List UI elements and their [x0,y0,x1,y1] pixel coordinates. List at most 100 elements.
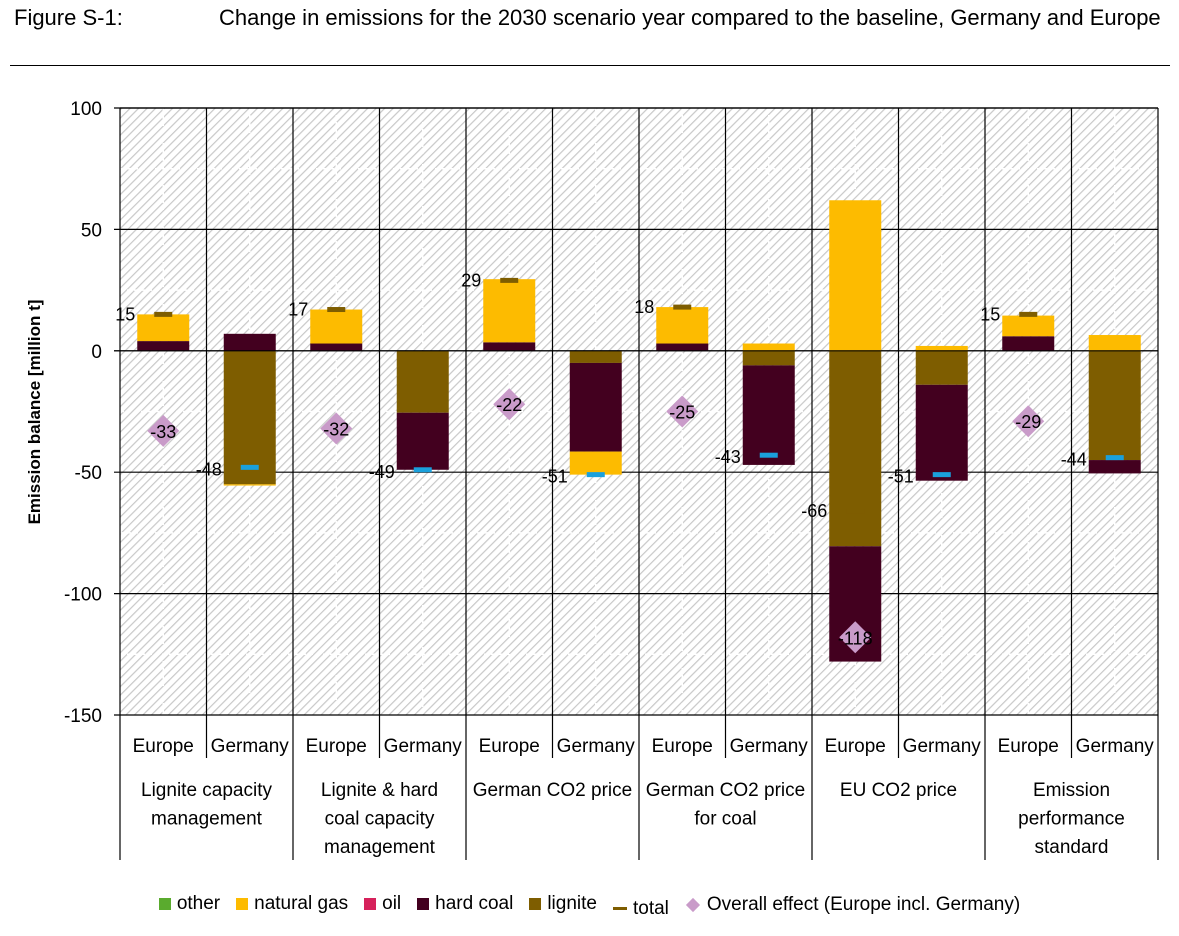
overall-effect-diamond [320,412,353,445]
x-category-label: Germany [1076,736,1155,757]
overall-effect-diamond [147,414,180,447]
bar-segment-natural-gas [310,309,363,344]
group-label: management [151,809,263,830]
legend-label: Overall effect (Europe incl. Germany) [706,894,1021,915]
y-tick-label: 50 [81,220,102,241]
x-category-label: Europe [652,736,713,757]
overall-effect-diamond [493,388,526,421]
bar-segment-natural-gas [1088,335,1141,351]
legend-diamond-icon [685,897,700,913]
legend-swatch [364,898,377,910]
overall-effect-label: -29 [1015,412,1041,432]
y-tick-label: -100 [64,585,102,606]
overall-effect-label: -33 [150,422,176,442]
bar-segment-hard-coal [742,365,795,465]
legend-item: oil [364,893,401,915]
overall-effect-label: -25 [669,403,695,423]
x-category-label: Europe [825,736,886,757]
total-label: -48 [196,459,222,479]
overall-effect-label: -32 [323,419,349,439]
overall-effect-diamond [1012,405,1045,438]
x-category-label: Germany [384,736,463,757]
overall-effect-diamond [839,621,872,654]
x-category-label: Europe [998,736,1059,757]
total-marker [932,472,951,478]
overall-effect-label: -118 [838,628,873,648]
figure-label: Figure S-1: [14,5,123,30]
total-label: -49 [369,462,395,482]
bar-segment-natural-gas [223,484,276,486]
x-category-label: Europe [133,736,194,757]
legend-label: other [176,893,221,914]
y-tick-label: -50 [75,463,102,484]
overall-effect-label: -22 [496,395,522,415]
total-label: 29 [461,270,481,290]
x-category-label: Europe [479,736,540,757]
bar-segment-hard-coal [656,343,709,351]
total-label: -66 [801,501,827,521]
bar-segment-lignite [1088,350,1141,461]
bar-segment-lignite [915,350,968,385]
legend-label: hard coal [435,893,514,914]
y-tick-label: -150 [64,706,102,727]
legend-item: hard coal [417,893,513,915]
total-marker [413,467,432,473]
total-marker [154,311,173,317]
bar-segment-natural-gas [915,345,968,351]
total-label: 15 [115,304,135,324]
total-marker [500,277,519,283]
group-label: German CO2 price [473,780,632,801]
total-marker [240,464,259,470]
bar-segment-hard-coal [310,343,363,351]
x-category-label: Germany [557,736,636,757]
group-label: EU CO2 price [840,780,957,801]
bar-segment-lignite [829,350,882,547]
y-axis-label: Emission balance [million t] [25,300,44,525]
legend-label: lignite [547,893,597,914]
x-category-label: Germany [730,736,809,757]
legend-label: natural gas [254,893,349,914]
bar-segment-hard-coal [569,362,622,452]
legend-label: oil [382,893,402,914]
legend-label: total [632,897,669,919]
bar-segment-natural-gas [1002,315,1055,337]
legend-swatch [529,898,542,910]
group-label: performance [1018,809,1125,830]
legend-item: natural gas [236,893,348,915]
total-marker [846,508,865,514]
bar-segment-hard-coal [223,333,276,351]
group-label: German CO2 price [646,780,805,801]
y-tick-label: 0 [91,342,102,363]
legend-item: other [158,893,221,915]
total-marker [327,307,346,313]
x-category-label: Germany [211,736,290,757]
legend-swatch [158,898,171,910]
total-label: -44 [1061,450,1087,470]
total-marker [1105,455,1124,461]
bar-segment-hard-coal [1002,336,1055,351]
x-category-label: Europe [306,736,367,757]
emissions-chart: 100 50 0 -50 -100 -150 15 -48 17 -49 29 -51 18 -43 -6… [25,99,1159,860]
legend-swatch [236,898,249,910]
overall-effect-diamond [666,395,699,428]
legend-line-icon [612,907,627,910]
x-category-label: Germany [903,736,982,757]
legend-item: Overall effect (Europe incl. Germany) [685,894,1020,916]
total-label: -51 [888,467,914,487]
group-label: coal capacity [325,809,435,830]
total-label: 17 [288,300,308,320]
bar-segment-hard-coal [396,412,449,470]
total-marker [673,304,692,310]
total-label: 18 [634,297,654,317]
bar-segment-natural-gas [483,279,536,343]
bar-segment-natural-gas [829,200,882,351]
group-label: Lignite & hard [321,780,438,801]
group-label: Lignite capacity [141,780,272,801]
group-label: for coal [694,809,756,830]
bar-segment-lignite [742,350,795,366]
bar-segment-hard-coal [137,341,190,351]
bar-segment-hard-coal [1088,460,1141,474]
group-label: standard [1035,837,1109,858]
bar-segment-lignite [223,350,276,485]
total-label: -43 [715,447,741,467]
